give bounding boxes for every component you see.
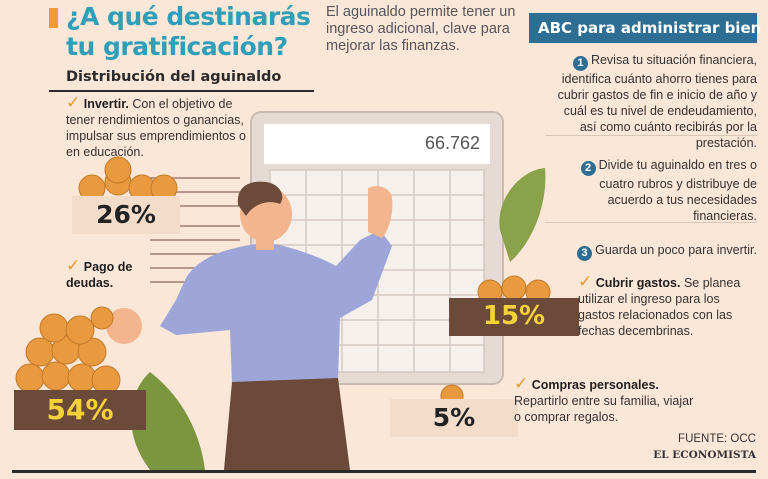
plant-leaf-right [499, 168, 546, 262]
item-gastos-label: Cubrir gastos. [595, 276, 681, 290]
intro-text: El aguinaldo permite tener un ingreso ad… [326, 4, 516, 54]
step-number-badge: 3 [577, 246, 593, 261]
pct-15: 15% [482, 301, 546, 331]
item-invertir-label: Invertir. [83, 97, 129, 111]
pct-5: 5% [432, 403, 476, 432]
plant-leaf-left [131, 372, 205, 470]
calculator-display [264, 124, 490, 164]
item-deudas: ✓ Pago de deudas. [66, 258, 146, 291]
check-icon: ✓ [578, 272, 593, 292]
check-icon: ✓ [514, 374, 529, 394]
title-accent-bar [49, 8, 58, 28]
step-number-badge: 2 [580, 161, 596, 176]
abc-step-2: 2 Divide tu aguinaldo en tres o cuatro ru… [560, 157, 757, 224]
check-icon: ✓ [66, 93, 81, 113]
pct-box-15 [449, 298, 579, 336]
brand-logo-text: EL ECONOMISTA [653, 449, 756, 461]
coins-54 [15, 306, 121, 395]
abc-divider [545, 222, 757, 223]
item-compras: ✓ Compras personales. Repartirlo entre s… [514, 376, 694, 425]
abc-step-2-text: Divide tu aguinaldo en tres o cuatro rub… [598, 158, 757, 223]
coins-26 [78, 156, 178, 202]
item-compras-label: Compras personales. [531, 378, 659, 392]
distribution-heading: Distribución del aguinaldo [66, 69, 282, 85]
pct-box-54 [14, 390, 146, 430]
abc-divider [545, 135, 757, 136]
item-invertir: ✓ Invertir. Con el objetivo de tener ren… [66, 95, 256, 160]
abc-step-1-text: Revisa tu situación financiera, identifi… [557, 53, 757, 150]
abc-step-3: 3 Guarda un poco para invertir. [560, 242, 757, 261]
footer-rule [12, 470, 756, 473]
item-deudas-label: Pago de deudas. [66, 260, 133, 290]
item-compras-text: Repartirlo entre su familia, viajar o co… [514, 394, 694, 424]
item-gastos-text: Se planea utilizar el ingreso para los g… [578, 276, 741, 338]
pct-54: 54% [46, 393, 114, 426]
pct-box-26 [72, 196, 180, 234]
item-gastos: ✓ Cubrir gastos. Se planea utilizar el i… [578, 274, 758, 339]
item-invertir-text: Con el objetivo de tener rendimientos o … [66, 97, 246, 159]
page-title: ¿A qué destinarás tu gratificación? [66, 2, 311, 61]
distribution-divider [49, 90, 314, 92]
abc-step-1: 1 Revisa tu situación financiera, identif… [545, 52, 757, 151]
step-number-badge: 1 [572, 56, 588, 71]
calculator-value: 66.762 [424, 133, 480, 153]
pct-26: 26% [96, 200, 156, 229]
abc-heading: ABC para administrar bien [538, 19, 762, 37]
abc-step-3-text: Guarda un poco para invertir. [595, 243, 757, 257]
abc-header-box [529, 13, 757, 43]
man-figure [106, 181, 393, 470]
check-icon: ✓ [66, 256, 81, 276]
pct-box-5 [390, 399, 518, 437]
source-credit: FUENTE: OCC [678, 433, 756, 445]
